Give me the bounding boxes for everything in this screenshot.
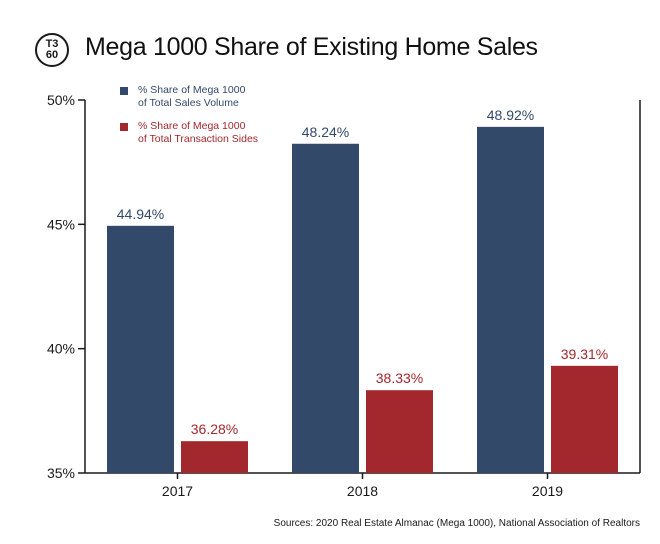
legend-label-line2: of Total Sales Volume <box>138 97 239 109</box>
logo-text-bottom: 60 <box>45 49 59 61</box>
legend-label-line2: of Total Transaction Sides <box>138 133 259 145</box>
y-tick-label: 45% <box>47 216 75 232</box>
bar-sales-volume <box>477 126 544 473</box>
data-label: 44.94% <box>117 206 164 222</box>
x-tick-label: 2017 <box>162 483 193 499</box>
source-note: Sources: 2020 Real Estate Almanac (Mega … <box>273 518 640 529</box>
bar-sales-volume <box>292 143 359 474</box>
legend-swatch-red <box>120 123 128 131</box>
x-tick-label: 2019 <box>532 483 563 499</box>
y-tick-label: 35% <box>47 465 75 481</box>
bar-transaction-sides <box>366 390 433 473</box>
chart-legend: % Share of Mega 1000 of Total Sales Volu… <box>120 84 258 156</box>
bar-transaction-sides <box>551 365 618 473</box>
legend-item-transaction-sides: % Share of Mega 1000 of Total Transactio… <box>120 120 258 146</box>
t360-logo: T3 60 <box>35 33 69 67</box>
logo-text-top: T3 <box>45 38 59 50</box>
y-tick-label: 40% <box>47 341 75 357</box>
legend-label-line1: % Share of Mega 1000 <box>138 84 246 96</box>
data-label: 48.92% <box>487 107 534 123</box>
bar-sales-volume <box>107 225 174 473</box>
bar-transaction-sides <box>181 441 248 473</box>
data-label: 38.33% <box>376 370 423 386</box>
y-tick-label: 50% <box>47 92 75 108</box>
data-label: 48.24% <box>302 124 349 140</box>
x-tick-label: 2018 <box>347 483 378 499</box>
legend-item-sales-volume: % Share of Mega 1000 of Total Sales Volu… <box>120 84 258 110</box>
legend-swatch-blue <box>120 87 128 95</box>
chart-title: Mega 1000 Share of Existing Home Sales <box>85 33 538 61</box>
data-label: 39.31% <box>561 346 608 362</box>
legend-label-line1: % Share of Mega 1000 <box>138 120 246 132</box>
data-label: 36.28% <box>191 421 238 437</box>
